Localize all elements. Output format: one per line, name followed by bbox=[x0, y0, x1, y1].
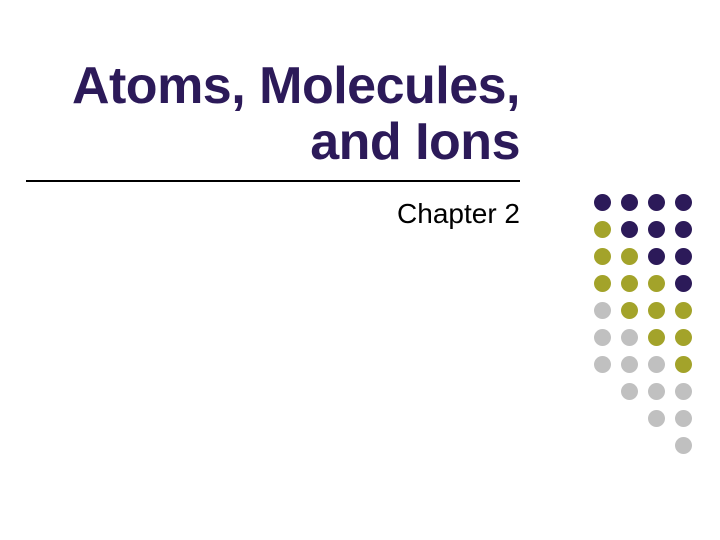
dot-row bbox=[594, 356, 692, 373]
dot-icon bbox=[648, 194, 665, 211]
decorative-dot-grid bbox=[594, 194, 692, 464]
dot-row bbox=[594, 329, 692, 346]
dot-row bbox=[594, 437, 692, 454]
slide-subtitle: Chapter 2 bbox=[26, 198, 520, 230]
dot-icon bbox=[621, 194, 638, 211]
dot-icon bbox=[621, 356, 638, 373]
dot-icon bbox=[675, 302, 692, 319]
dot-icon bbox=[621, 383, 638, 400]
dot-icon bbox=[675, 248, 692, 265]
dot-icon bbox=[594, 275, 611, 292]
dot-icon bbox=[648, 356, 665, 373]
dot-icon bbox=[648, 383, 665, 400]
dot-icon bbox=[675, 329, 692, 346]
dot-icon bbox=[594, 302, 611, 319]
dot-row bbox=[594, 248, 692, 265]
slide: Atoms, Molecules, and Ions Chapter 2 bbox=[0, 0, 720, 540]
dot-icon bbox=[621, 248, 638, 265]
dot-icon bbox=[594, 221, 611, 238]
dot-icon bbox=[621, 329, 638, 346]
dot-icon bbox=[594, 356, 611, 373]
dot-row bbox=[594, 410, 692, 427]
dot-icon bbox=[675, 221, 692, 238]
dot-icon bbox=[648, 329, 665, 346]
dot-icon bbox=[675, 275, 692, 292]
dot-icon bbox=[621, 275, 638, 292]
dot-icon bbox=[648, 410, 665, 427]
dot-row bbox=[594, 383, 692, 400]
dot-icon bbox=[675, 437, 692, 454]
dot-row bbox=[594, 302, 692, 319]
dot-icon bbox=[675, 410, 692, 427]
dot-row bbox=[594, 221, 692, 238]
dot-row bbox=[594, 275, 692, 292]
dot-icon bbox=[594, 329, 611, 346]
dot-icon bbox=[648, 248, 665, 265]
dot-icon bbox=[594, 194, 611, 211]
dot-icon bbox=[594, 248, 611, 265]
dot-icon bbox=[648, 221, 665, 238]
dot-icon bbox=[648, 302, 665, 319]
dot-icon bbox=[621, 302, 638, 319]
slide-title: Atoms, Molecules, and Ions bbox=[26, 58, 520, 170]
dot-icon bbox=[675, 383, 692, 400]
dot-icon bbox=[648, 275, 665, 292]
dot-icon bbox=[675, 356, 692, 373]
dot-row bbox=[594, 194, 692, 211]
title-underline bbox=[26, 180, 520, 182]
dot-icon bbox=[621, 221, 638, 238]
dot-icon bbox=[675, 194, 692, 211]
